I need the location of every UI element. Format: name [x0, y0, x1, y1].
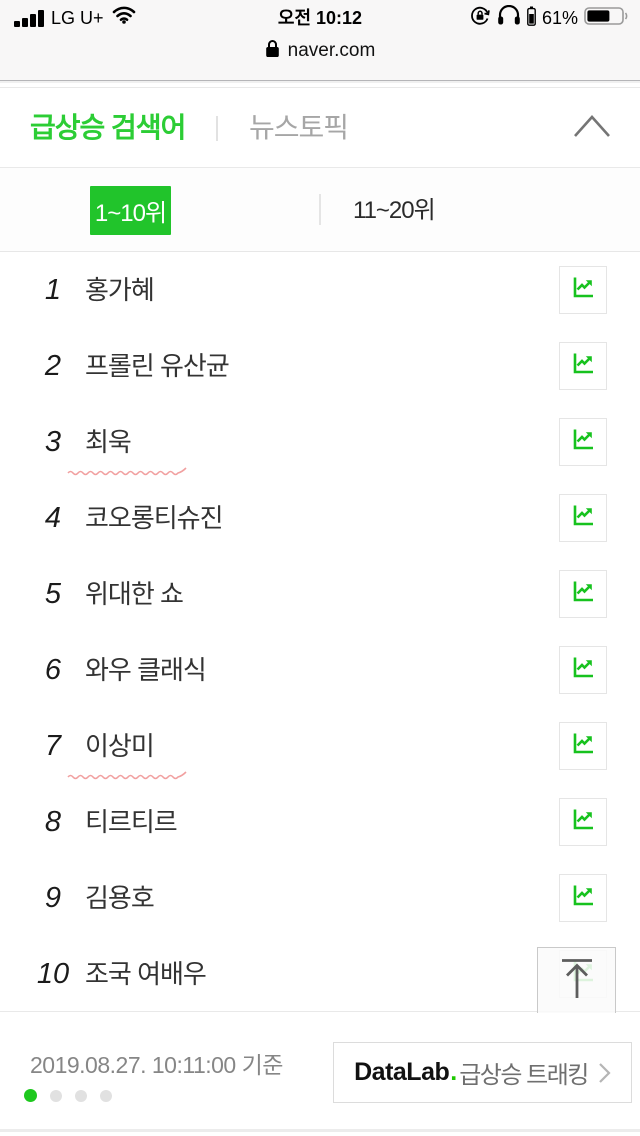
tab-news-topics[interactable]: 뉴스토픽	[249, 112, 349, 143]
rank-number: 1	[44, 274, 62, 306]
keyword-label: 와우 클래식	[85, 655, 207, 685]
datalab-link-label: 급상승 트래킹	[459, 1062, 589, 1089]
status-bar: LG U+ 오전 10:12	[0, 4, 640, 32]
list-end-divider	[0, 1011, 640, 1012]
scroll-to-top-button[interactable]	[537, 947, 616, 1016]
trend-chart-icon	[570, 730, 597, 762]
trending-list-item[interactable]: 3 최욱	[0, 404, 640, 480]
keyword-label: 김용호	[85, 883, 155, 913]
ssl-lock-icon	[265, 39, 280, 63]
rank-number: 4	[44, 502, 62, 534]
collapse-widget-button[interactable]	[562, 88, 622, 168]
rank-number: 6	[44, 654, 62, 686]
battery-percent-label: 61%	[541, 7, 578, 28]
red-squiggle-annotation	[67, 771, 187, 780]
trend-chart-button[interactable]	[559, 874, 607, 922]
rank-number: 3	[44, 426, 62, 458]
trend-chart-button[interactable]	[559, 494, 607, 542]
rank-number: 10	[36, 958, 70, 990]
widget-footer: 2019.08.27. 10:11:00 기준 DataLab . 급상승 트래…	[0, 1013, 640, 1136]
headphone-battery-icon	[527, 6, 536, 31]
trending-list-item[interactable]: 4 코오롱티슈진	[0, 480, 640, 556]
cell-signal-icon	[14, 10, 44, 27]
range-tab-11-20[interactable]: 11~20위	[353, 197, 436, 224]
wifi-icon	[112, 6, 136, 29]
keyword-label: 프롤린 유산균	[85, 351, 230, 381]
orientation-lock-icon	[469, 5, 491, 32]
url-label: naver.com	[287, 40, 376, 61]
section-bottom-divider	[0, 1129, 640, 1132]
trending-list-item[interactable]: 1 홍가혜	[0, 252, 640, 328]
battery-icon	[584, 6, 630, 31]
scroll-top-arrow-icon	[558, 956, 596, 1007]
trending-list-item[interactable]: 9 김용호	[0, 860, 640, 936]
page-dot[interactable]	[50, 1089, 62, 1102]
as-of-timestamp: 2019.08.27. 10:11:00 기준	[30, 1052, 283, 1078]
page-dot[interactable]	[100, 1089, 112, 1102]
datalab-tracking-button[interactable]: DataLab . 급상승 트래킹	[333, 1042, 632, 1103]
headphones-icon	[497, 4, 521, 31]
trending-list-item[interactable]: 8 티르티르	[0, 784, 640, 860]
clock-label: 오전 10:12	[277, 8, 363, 28]
trend-chart-icon	[570, 426, 597, 458]
datalab-logo: DataLab	[354, 1058, 450, 1086]
trend-chart-button[interactable]	[559, 418, 607, 466]
datalab-logo-dot: .	[450, 1058, 458, 1086]
chevron-up-icon	[573, 114, 611, 143]
page-dot[interactable]	[75, 1089, 87, 1102]
trend-chart-icon	[570, 350, 597, 382]
page-dot[interactable]	[24, 1089, 37, 1102]
keyword-label: 위대한 쇼	[85, 579, 184, 609]
keyword-label: 이상미	[85, 731, 155, 761]
red-squiggle-annotation	[67, 467, 187, 476]
keyword-label: 조국 여배우	[85, 959, 207, 989]
trending-list-item[interactable]: 5 위대한 쇼	[0, 556, 640, 632]
browser-address-bar[interactable]: naver.com	[0, 34, 640, 68]
trend-chart-button[interactable]	[559, 342, 607, 390]
carrier-label: LG U+	[51, 8, 104, 28]
keyword-label: 티르티르	[85, 807, 178, 837]
trend-chart-icon	[570, 502, 597, 534]
trending-widget-header: 급상승 검색어 뉴스토픽	[0, 87, 640, 168]
rank-number: 9	[44, 882, 62, 914]
tab-divider	[216, 116, 218, 141]
rank-number: 5	[44, 578, 62, 610]
trend-chart-button[interactable]	[559, 798, 607, 846]
trend-chart-icon	[570, 806, 597, 838]
trend-chart-button[interactable]	[559, 722, 607, 770]
rank-range-tabs: 1~10위 11~20위	[0, 168, 640, 252]
keyword-label: 최욱	[85, 427, 132, 457]
trend-chart-icon	[570, 578, 597, 610]
trend-chart-button[interactable]	[559, 570, 607, 618]
trending-list-item[interactable]: 2 프롤린 유산균	[0, 328, 640, 404]
trending-keyword-list: 1 홍가혜 2 프롤린 유산균	[0, 252, 640, 1012]
chevron-right-icon	[598, 1062, 611, 1084]
trending-list-item[interactable]: 7 이상미	[0, 708, 640, 784]
browser-chrome: LG U+ 오전 10:12	[0, 0, 640, 81]
trend-chart-icon	[570, 274, 597, 306]
trend-chart-button[interactable]	[559, 646, 607, 694]
range-tab-divider	[319, 194, 321, 225]
trend-chart-icon	[570, 654, 597, 686]
trending-list-item[interactable]: 6 와우 클래식	[0, 632, 640, 708]
keyword-label: 코오롱티슈진	[85, 503, 224, 533]
pagination-dots[interactable]	[24, 1089, 125, 1102]
keyword-label: 홍가혜	[85, 275, 155, 305]
rank-number: 2	[44, 350, 62, 382]
tab-trending-searches[interactable]: 급상승 검색어	[30, 112, 186, 143]
rank-number: 7	[44, 730, 62, 762]
trend-chart-button[interactable]	[559, 266, 607, 314]
trend-chart-icon	[570, 882, 597, 914]
range-tab-1-10[interactable]: 1~10위	[90, 186, 171, 235]
rank-number: 8	[44, 806, 62, 838]
